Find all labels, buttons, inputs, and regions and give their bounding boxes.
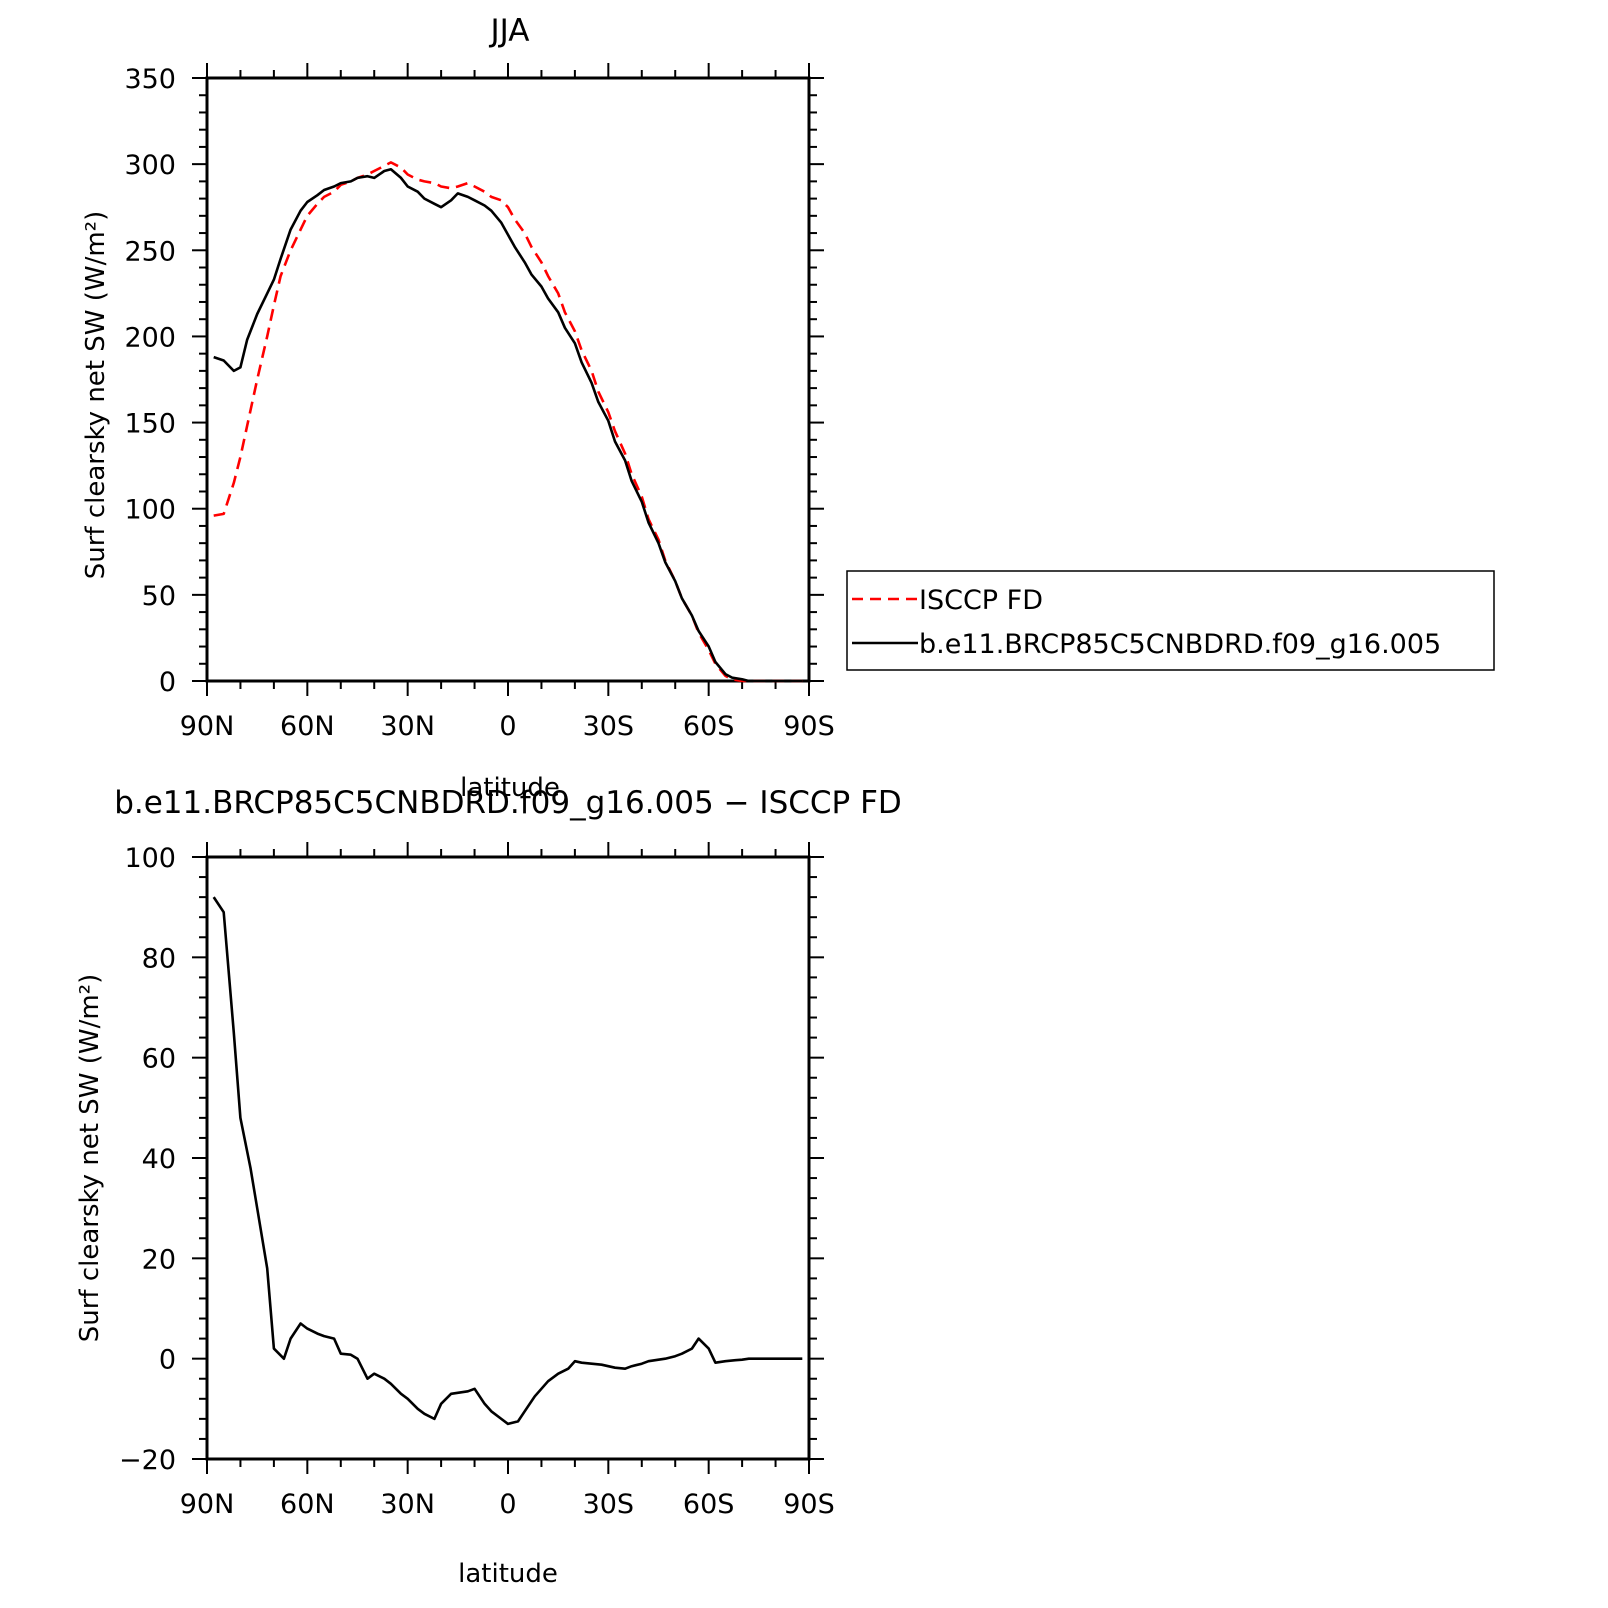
bottom-x-tick-label: 90S bbox=[783, 1489, 835, 1520]
top-panel: JJA 90N 60N 30N 0 30S 60S 90S 0 50 100 150 200 250 30… bbox=[81, 13, 835, 803]
bottom-x-tick-label: 90N bbox=[180, 1489, 235, 1520]
legend: ISCCP FD b.e11.BRCP85C5CNBDRD.f09_g16.00… bbox=[846, 570, 1495, 671]
top-plot-area: 90N 60N 30N 0 30S 60S 90S 0 50 100 150 200 250 300 350 bbox=[124, 63, 835, 742]
top-series-line-0 bbox=[213, 161, 803, 683]
top-x-tick-label: 90N bbox=[180, 711, 235, 742]
bottom-x-tick-label: 0 bbox=[499, 1489, 516, 1520]
top-y-tick-label: 150 bbox=[124, 409, 176, 440]
bottom-y-tick-label: −20 bbox=[119, 1445, 176, 1476]
bottom-y-tick-label: 60 bbox=[142, 1044, 176, 1075]
bottom-plot-area: 90N 60N 30N 0 30S 60S 90S −20 0 20 40 60 80 100 bbox=[119, 842, 835, 1520]
bottom-x-tick-label: 60S bbox=[683, 1489, 735, 1520]
bottom-plot-frame bbox=[205, 855, 811, 1461]
bottom-x-tick-label: 60N bbox=[280, 1489, 335, 1520]
bottom-panel: b.e11.BRCP85C5CNBDRD.f09_g16.005 − ISCCP… bbox=[75, 785, 902, 1589]
top-y-tick-label: 50 bbox=[142, 581, 176, 612]
bottom-chart-title: b.e11.BRCP85C5CNBDRD.f09_g16.005 − ISCCP… bbox=[114, 785, 902, 821]
bottom-y-axis-label: Surf clearsky net SW (W/m²) bbox=[75, 974, 105, 1342]
top-y-tick-label: 350 bbox=[124, 64, 176, 95]
top-chart-title: JJA bbox=[489, 13, 530, 49]
top-y-tick-label: 100 bbox=[124, 495, 176, 526]
bottom-y-tick-label: 40 bbox=[142, 1144, 176, 1175]
top-x-tick-label: 30N bbox=[380, 711, 435, 742]
bottom-x-tick-label: 30S bbox=[583, 1489, 635, 1520]
top-x-tick-label: 0 bbox=[499, 711, 516, 742]
top-x-tick-label: 30S bbox=[583, 711, 635, 742]
top-x-tick-label: 60N bbox=[280, 711, 335, 742]
top-y-axis-label: Surf clearsky net SW (W/m²) bbox=[81, 211, 111, 579]
bottom-series-line-0 bbox=[212, 896, 803, 1426]
legend-box bbox=[846, 570, 1495, 671]
legend-label-model: b.e11.BRCP85C5CNBDRD.f09_g16.005 bbox=[919, 629, 1441, 660]
top-x-axis-label: latitude bbox=[460, 773, 560, 803]
top-plot-frame bbox=[205, 76, 811, 683]
bottom-y-tick-label: 80 bbox=[142, 943, 176, 974]
top-x-tick-label: 90S bbox=[783, 711, 835, 742]
bottom-x-tick-label: 30N bbox=[380, 1489, 435, 1520]
bottom-x-axis-label: latitude bbox=[458, 1559, 558, 1589]
top-series-line-1 bbox=[213, 168, 803, 683]
top-x-tick-label: 60S bbox=[683, 711, 735, 742]
bottom-y-tick-label: 0 bbox=[159, 1345, 176, 1376]
bottom-y-tick-label: 100 bbox=[124, 843, 176, 874]
legend-label-isccp: ISCCP FD bbox=[919, 585, 1043, 616]
top-y-tick-label: 300 bbox=[124, 150, 176, 181]
top-y-tick-label: 0 bbox=[159, 667, 176, 698]
top-y-tick-label: 200 bbox=[124, 322, 176, 353]
bottom-y-tick-label: 20 bbox=[142, 1244, 176, 1275]
top-y-tick-label: 250 bbox=[124, 236, 176, 267]
